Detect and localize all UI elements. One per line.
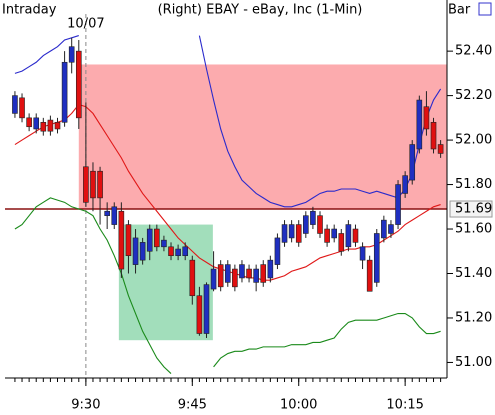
candle-body xyxy=(267,259,274,279)
candle-body xyxy=(317,215,323,234)
candle-body xyxy=(402,175,408,194)
x-tick-label: 10:00 xyxy=(280,398,317,413)
candle-body xyxy=(423,106,430,130)
candle-body xyxy=(146,228,153,252)
candle-body xyxy=(54,121,61,130)
candle-body xyxy=(395,184,401,225)
level-label-box xyxy=(449,200,493,218)
candle-body xyxy=(338,233,345,252)
y-tick-label: 52.20 xyxy=(455,88,492,103)
y-tick-label: 51.20 xyxy=(455,310,492,325)
candle-body xyxy=(366,259,373,292)
x-tick-label: 9:45 xyxy=(178,398,207,413)
mode-label: Intraday xyxy=(2,3,57,18)
candle-body xyxy=(47,119,54,132)
candle-body xyxy=(19,97,25,119)
candle-body xyxy=(168,246,174,257)
indicator-line xyxy=(14,197,441,374)
candle-body xyxy=(111,206,118,225)
candle-body xyxy=(345,224,352,248)
candle-body xyxy=(352,228,359,243)
candle-body xyxy=(381,219,387,239)
candle-body xyxy=(274,237,281,265)
candle-body xyxy=(83,166,89,203)
candle-body xyxy=(239,264,245,279)
candle-body xyxy=(260,264,267,283)
view-label: Bar xyxy=(448,3,471,18)
candle-body xyxy=(359,246,366,261)
candle-body xyxy=(416,99,423,150)
candle-body xyxy=(33,117,40,130)
candle-body xyxy=(324,228,330,243)
candle-body xyxy=(75,50,82,119)
candle-body xyxy=(196,295,203,334)
candle-body xyxy=(125,224,132,257)
zone xyxy=(78,64,447,210)
y-tick-label: 51.40 xyxy=(455,266,492,281)
candle-body xyxy=(104,210,110,216)
candle-body xyxy=(175,248,181,257)
candle-body xyxy=(90,170,96,199)
candle-body xyxy=(132,237,139,265)
candle-body xyxy=(161,239,167,248)
candle-body xyxy=(232,268,238,288)
view-checkbox[interactable] xyxy=(478,2,492,16)
chart-title: (Right) EBAY - eBay, Inc (1-Min) xyxy=(158,3,363,18)
date-label: 10/07 xyxy=(67,17,104,32)
candle-body xyxy=(246,268,252,279)
candle-body xyxy=(26,117,32,128)
candle-body xyxy=(253,268,259,283)
candle-body xyxy=(40,121,47,132)
candle-body xyxy=(217,264,224,288)
y-tick-label: 51.80 xyxy=(455,177,492,192)
candle-body xyxy=(409,144,416,181)
candle-body xyxy=(295,224,302,243)
candle-body xyxy=(430,121,437,150)
candle-body xyxy=(189,259,196,297)
y-tick-label: 52.40 xyxy=(455,44,492,59)
y-tick-label: 51.60 xyxy=(455,222,492,237)
candle-body xyxy=(373,233,380,283)
candle-body xyxy=(437,144,444,154)
candle-body xyxy=(210,268,217,290)
y-tick-label: 52.00 xyxy=(455,133,492,148)
candle-body xyxy=(139,242,146,261)
candle-body xyxy=(310,210,316,225)
y-tick-label: 51.00 xyxy=(455,355,492,370)
candle-body xyxy=(288,224,295,239)
candle-body xyxy=(182,246,189,257)
candle-body xyxy=(61,61,68,123)
candle-body xyxy=(203,284,210,334)
x-tick-label: 10:15 xyxy=(386,398,423,413)
candle-body xyxy=(303,215,309,234)
candle-body xyxy=(224,264,231,283)
candle-body xyxy=(12,95,18,114)
level-label: 51.69 xyxy=(455,202,492,217)
candle-body xyxy=(281,224,288,243)
candle-body xyxy=(97,170,103,199)
candle-body xyxy=(154,228,160,248)
candle-body xyxy=(388,224,394,234)
candle-body xyxy=(118,210,125,270)
candle-body xyxy=(331,228,337,239)
candle-body xyxy=(68,46,75,63)
x-tick-label: 9:30 xyxy=(71,398,100,413)
